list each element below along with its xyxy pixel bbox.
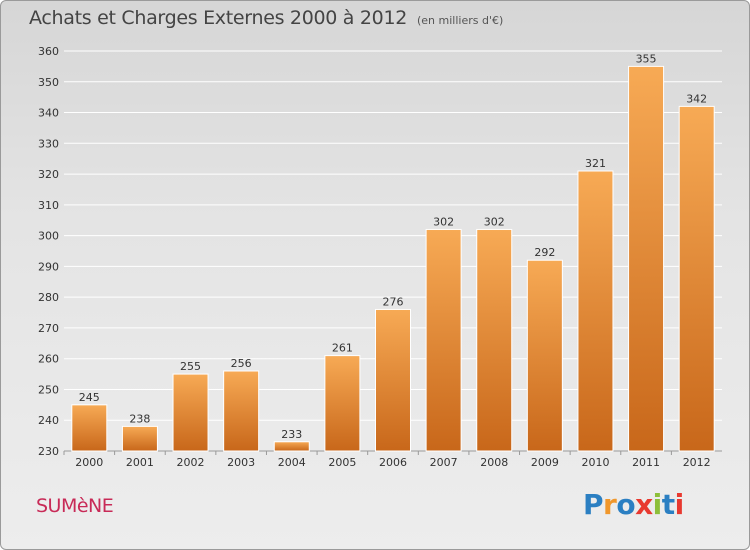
brand-logo: Proxiti [583, 488, 684, 521]
data-label-2009: 292 [534, 246, 555, 259]
data-label-2002: 255 [180, 360, 201, 373]
data-label-2005: 261 [332, 342, 353, 355]
data-label-2010: 321 [585, 157, 606, 170]
brand-letter: P [583, 488, 604, 521]
y-tick-label: 310 [38, 199, 59, 212]
bar-2004 [273, 441, 310, 452]
chart-subtitle: (en milliers d'€) [417, 14, 504, 27]
brand-letter: o [616, 488, 636, 521]
bar-2011 [628, 65, 665, 452]
brand-letter: x [635, 488, 653, 521]
y-tick-label: 340 [38, 107, 59, 120]
data-label-2006: 276 [383, 295, 404, 308]
chart-title: Achats et Charges Externes 2000 à 2012 [29, 7, 408, 29]
y-tick-label: 330 [38, 137, 59, 150]
bar-2012 [678, 105, 715, 452]
y-tick-label: 240 [38, 414, 59, 427]
x-tick-label: 2003 [227, 456, 255, 469]
data-label-2000: 245 [79, 391, 100, 404]
brand-letter: t [661, 488, 675, 521]
y-tick-label: 250 [38, 383, 59, 396]
data-label-2012: 342 [686, 92, 707, 105]
place-name: SUMèNE [36, 495, 114, 517]
x-tick-label: 2006 [379, 456, 407, 469]
x-tick-label: 2012 [683, 456, 711, 469]
x-tick-label: 2009 [531, 456, 559, 469]
data-label-2004: 233 [281, 428, 302, 441]
bar-2006 [375, 308, 411, 452]
y-tick-label: 360 [38, 45, 59, 58]
brand-letter: i [652, 488, 663, 521]
y-tick-label: 300 [38, 230, 59, 243]
data-label-2007: 302 [433, 215, 454, 228]
x-tick-label: 2004 [278, 456, 306, 469]
y-tick-label: 230 [38, 445, 59, 458]
x-tick-label: 2010 [581, 456, 609, 469]
data-label-2001: 238 [129, 412, 150, 425]
bar-2009 [526, 259, 563, 452]
y-tick-label: 270 [38, 322, 59, 335]
x-tick-label: 2011 [632, 456, 660, 469]
y-tick-label: 290 [38, 260, 59, 273]
brand-letter: r [603, 488, 617, 521]
data-label-2008: 302 [484, 215, 505, 228]
bar-2002 [172, 373, 209, 452]
bar-2007 [425, 228, 462, 452]
bar-2000 [71, 404, 108, 452]
x-tick-label: 2002 [177, 456, 205, 469]
bar-2008 [476, 228, 513, 452]
data-label-2011: 355 [636, 52, 657, 65]
y-tick-label: 350 [38, 76, 59, 89]
bar-layer [71, 65, 715, 452]
label-layer: 245 238 255 256 233 261 276 302 302 292 321 355 342 [79, 52, 707, 440]
x-tick-label: 2007 [430, 456, 458, 469]
bar-2005 [324, 355, 361, 452]
brand-letter: i [674, 488, 685, 521]
x-tick-label: 2005 [328, 456, 356, 469]
y-tick-label: 260 [38, 353, 59, 366]
y-tick-label: 280 [38, 291, 59, 304]
bar-2010 [577, 170, 614, 452]
bar-2001 [121, 425, 158, 452]
x-tick-label: 2000 [75, 456, 103, 469]
y-tick-label: 320 [38, 168, 59, 181]
x-tick-label: 2008 [480, 456, 508, 469]
x-tick-label: 2001 [126, 456, 154, 469]
bar-2003 [223, 370, 260, 452]
data-label-2003: 256 [231, 357, 252, 370]
